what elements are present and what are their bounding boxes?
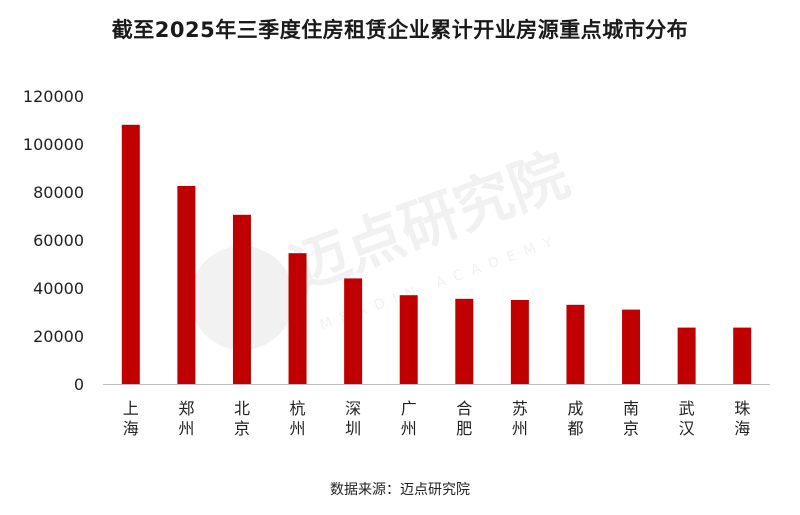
y-axis: 0 20000 40000 60000 80000 100000 120000 [23, 87, 84, 394]
chart-title: 截至2025年三季度住房租赁企业累计开业房源重点城市分布 [111, 18, 689, 42]
x-tick-label: 成都 [567, 399, 583, 438]
bar-深圳 [344, 278, 363, 384]
x-tick-label: 南京 [623, 399, 639, 438]
bar-珠海 [733, 327, 752, 384]
bar-广州 [399, 295, 418, 384]
x-tick-label: 合肥 [456, 399, 472, 438]
x-tick-label: 珠海 [734, 399, 750, 438]
y-tick-label: 80000 [33, 183, 84, 202]
x-tick-label: 北京 [234, 399, 250, 438]
bar-上海 [121, 124, 140, 385]
bar-郑州 [177, 186, 196, 384]
bar-苏州 [510, 300, 529, 384]
y-tick-label: 60000 [33, 231, 84, 250]
bar-成都 [566, 304, 585, 384]
source-note: 数据来源：迈点研究院 [330, 482, 470, 498]
x-tick-label: 杭州 [290, 399, 306, 438]
x-tick-label: 深圳 [345, 399, 361, 438]
y-tick-label: 40000 [33, 279, 84, 298]
bar-杭州 [288, 253, 307, 384]
bar-北京 [232, 214, 251, 384]
y-tick-label: 0 [74, 375, 84, 394]
y-tick-label: 100000 [23, 135, 84, 154]
x-tick-label: 上海 [123, 399, 139, 438]
bars [121, 124, 752, 385]
x-tick-label: 广州 [401, 399, 417, 438]
x-tick-label: 武汉 [679, 399, 695, 438]
bar-武汉 [677, 327, 696, 384]
bar-南京 [622, 309, 641, 384]
y-tick-label: 120000 [23, 87, 84, 106]
x-tick-label: 郑州 [178, 399, 194, 438]
x-tick-label: 苏州 [512, 399, 528, 438]
bar-合肥 [455, 298, 474, 384]
y-tick-label: 20000 [33, 327, 84, 346]
